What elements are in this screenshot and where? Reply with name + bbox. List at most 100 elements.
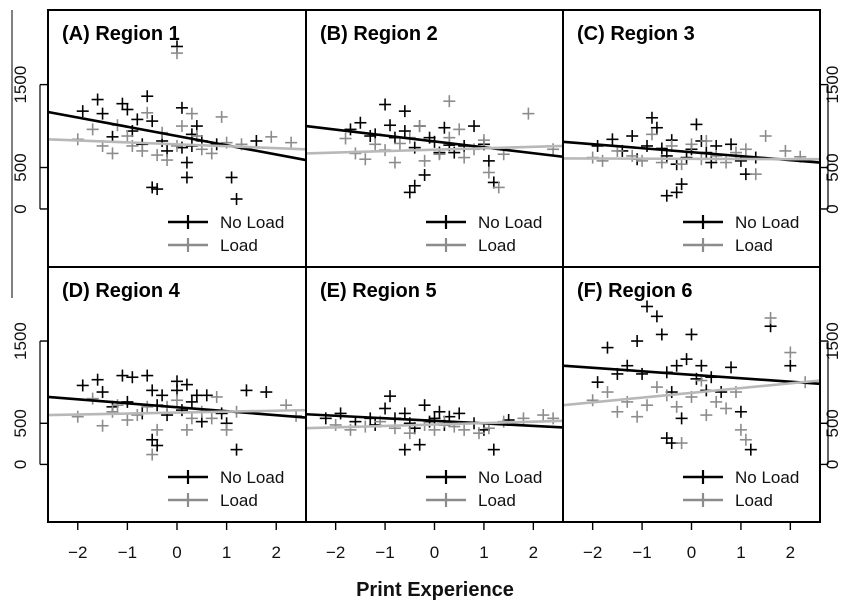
panel-d-no-load-fit-line [47,395,307,419]
panel-a-load-point-15 [185,107,198,120]
panel-d-load-fit-line [47,408,307,417]
panel-d-load-point-11 [180,423,193,436]
x-tick-label-0-2: 0 [172,543,181,562]
panel-b-load-point-9 [418,154,431,167]
x-tick-label-0-3: 1 [222,543,231,562]
panel-e-load-point-16 [547,412,560,425]
panel-d-legend-no-load-label: No Load [220,468,284,487]
panel-b-load-point-8 [413,120,426,133]
panel-d: (D) Region 4 No Load Load [47,266,307,523]
panel-d-load-point-6 [131,409,144,422]
x-tick-label-2-0: −2 [583,543,602,562]
panel-b-no-load-point-22 [482,154,495,167]
panel-d-load-point-8 [151,423,164,436]
panel-e-load-point-0 [329,418,342,431]
panel-d-no-load-point-21 [215,407,228,420]
panel-f-load-point-4 [631,410,644,423]
panel-a-title: (A) Region 1 [62,23,180,45]
panel-d-no-load-point-24 [240,384,253,397]
panel-d-no-load-point-0 [76,379,89,392]
panel-f-no-load-point-20 [725,361,738,374]
panel-a-no-load-point-5 [121,103,134,116]
panel-e-load-point-4 [388,422,401,435]
panel-c-no-load-point-20 [725,138,738,151]
panel-f-load-point-0 [586,394,599,407]
y-tick-label-left-0-1: 500 [11,153,30,181]
panel-a-no-load-fit-line [47,110,307,162]
panel-f-no-load-point-22 [744,443,757,456]
x-tick-label-1-0: −2 [326,543,345,562]
panel-f-no-load-point-8 [655,328,668,341]
y-tick-label-right-1-2: 1500 [823,322,842,360]
panel-d-no-load-point-4 [116,369,129,382]
panel-e-no-load-point-1 [334,407,347,420]
panel-d-no-load-point-2 [96,386,109,399]
panel-b-load-point-5 [388,156,401,169]
panel-f-legend-load-label: Load [735,491,773,510]
panel-a-load-point-13 [171,139,183,152]
panel-a-load-fit-line [47,138,307,151]
panel-c-load-point-11 [700,134,713,147]
panel-d-no-load-point-27 [151,439,164,452]
panel-d-no-load-point-23 [230,443,243,456]
panel-c-no-load-point-12 [675,178,688,191]
panel-d-load-point-7 [141,400,154,413]
panel-e-no-load-point-12 [418,399,431,412]
panel-f-no-load-point-24 [784,359,797,372]
panel-a-no-load-point-26 [230,193,243,206]
panel-f-load-point-5 [641,399,654,412]
panel-a-no-load-point-1 [91,93,104,106]
panel-a-no-load-point-10 [146,115,159,128]
panel-c-no-load-point-15 [690,118,703,131]
x-tick-label-2-2: 0 [687,543,696,562]
panel-f-legend-no-load-label: No Load [735,468,799,487]
panel-c-load-point-5 [645,128,658,141]
panel-f-no-load-point-5 [636,367,649,380]
panel-c-no-load-point-7 [650,121,663,134]
panel-c-load-point-18 [779,144,792,157]
y-tick-label-right-0-0: 0 [823,204,842,213]
panel-b-no-load-fit-line [305,124,564,159]
panel-a-no-load-point-18 [180,156,193,169]
panel-a-no-load-point-11 [146,181,159,194]
panel-c-load-point-4 [636,154,649,167]
y-tick-label-left-0-0: 0 [11,204,30,213]
panel-d-legend: No Load Load [168,468,284,510]
y-tick-label-left-1-2: 1500 [11,322,30,360]
panel-a-load-point-14 [175,120,188,133]
panel-b-no-load-point-2 [364,130,377,143]
panel-b-load-point-1 [349,147,362,160]
panel-c-load-point-15 [739,143,752,156]
panel-b-load-point-18 [492,181,505,194]
panel-a-no-load-point-17 [175,101,188,114]
panel-d-load-point-14 [205,412,218,425]
panel-f-no-load-point-19 [715,386,728,399]
panel-b-no-load-point-18 [403,186,416,199]
panel-b-no-load-point-5 [384,119,397,132]
panel-e-no-load-point-21 [487,443,500,456]
x-tick-label-2-3: 1 [736,543,745,562]
panel-c-legend-load-label: Load [735,236,773,255]
panel-c-load-point-8 [675,158,688,171]
panel-e-no-load-point-15 [433,405,446,418]
panel-c-title: (C) Region 3 [577,23,695,45]
panel-b-load-point-2 [359,153,372,166]
panel-f-load-point-16 [734,423,747,436]
panel-b-load-fit-line [305,144,564,155]
panel-f-load-point-13 [710,395,723,408]
panel-a-load-point-23 [285,136,298,149]
panel-f-no-load-point-7 [650,310,663,323]
panel-f-load-point-18 [764,312,777,324]
panel-c-no-load-point-1 [606,133,619,146]
x-tick-label-1-4: 2 [529,543,538,562]
panel-b-no-load-point-0 [344,123,357,136]
panel-d-no-load-point-9 [146,384,159,397]
panel-d-load-point-2 [96,419,109,432]
panel-grid: (A) Region 1 No Load Load (B) Region 2 No Lo… [47,9,821,523]
panel-a-load-point-12 [171,47,183,60]
y-tick-label-right-0-2: 1500 [823,66,842,104]
x-tick-label-1-1: −1 [375,543,394,562]
panel-a-no-load-point-0 [76,105,89,118]
panel-b-load-point-0 [339,132,352,145]
